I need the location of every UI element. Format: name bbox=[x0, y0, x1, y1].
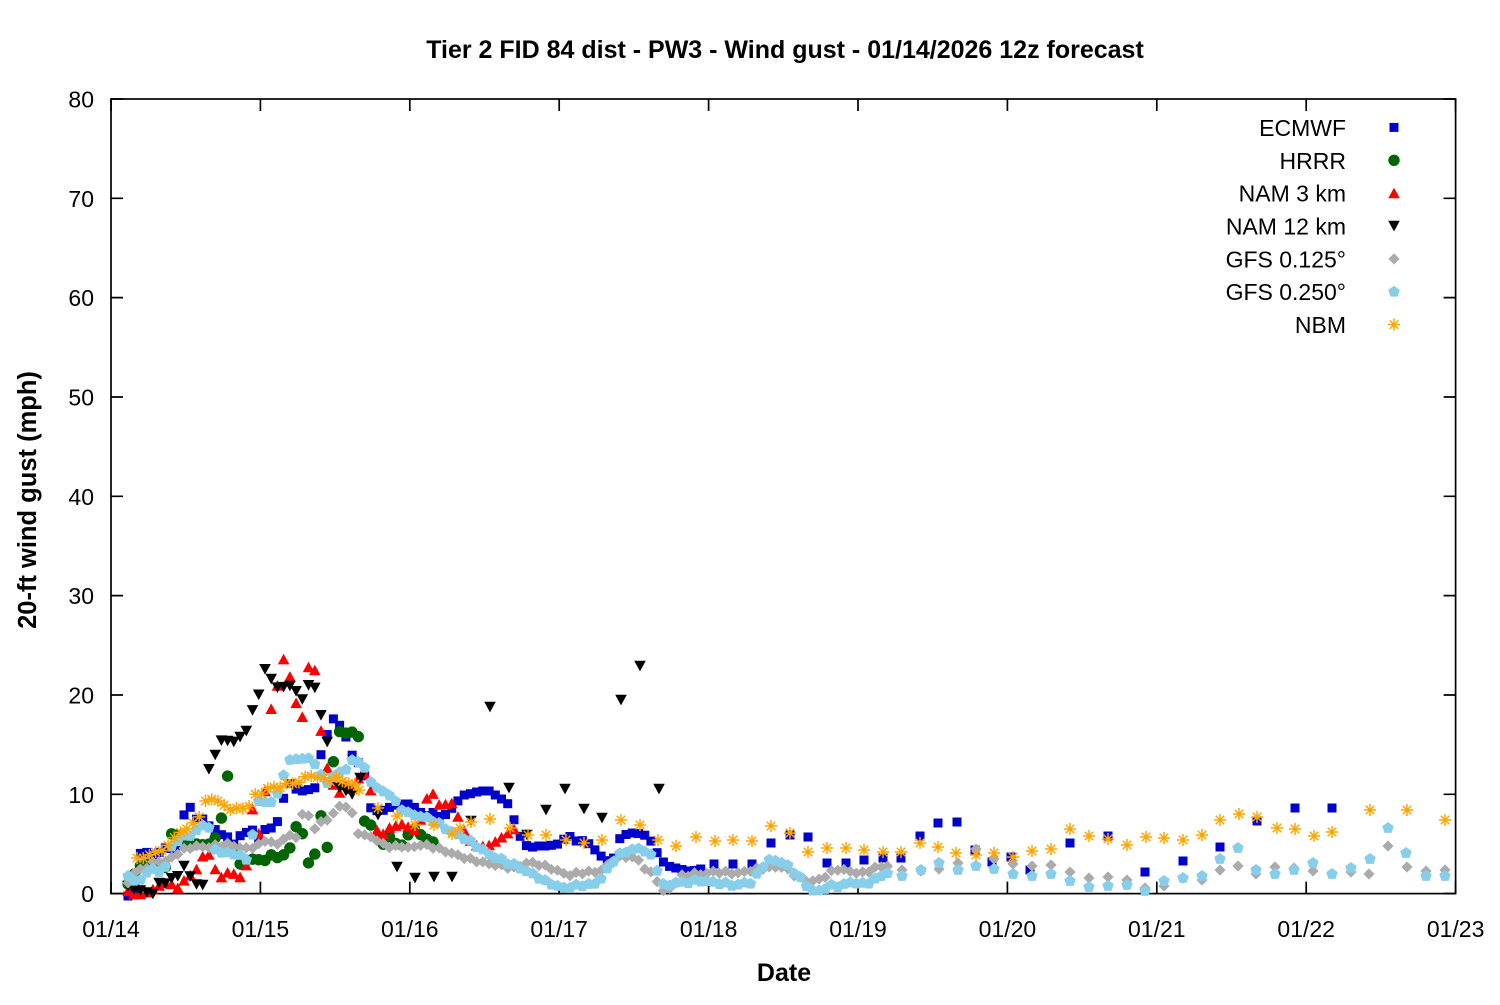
svg-text:50: 50 bbox=[68, 385, 94, 411]
svg-text:01/17: 01/17 bbox=[530, 916, 588, 942]
svg-text:0: 0 bbox=[81, 881, 94, 907]
svg-text:01/21: 01/21 bbox=[1128, 916, 1186, 942]
svg-text:01/15: 01/15 bbox=[232, 916, 290, 942]
svg-text:ECMWF: ECMWF bbox=[1259, 115, 1346, 141]
svg-text:01/20: 01/20 bbox=[979, 916, 1037, 942]
svg-text:01/23: 01/23 bbox=[1427, 916, 1485, 942]
svg-text:Tier 2 FID 84 dist - PW3 - Win: Tier 2 FID 84 dist - PW3 - Wind gust - 0… bbox=[426, 36, 1144, 64]
svg-text:40: 40 bbox=[68, 484, 94, 510]
svg-text:30: 30 bbox=[68, 583, 94, 609]
svg-text:80: 80 bbox=[68, 87, 94, 113]
svg-text:70: 70 bbox=[68, 186, 94, 212]
svg-text:HRRR: HRRR bbox=[1280, 148, 1346, 174]
svg-text:20-ft wind gust (mph): 20-ft wind gust (mph) bbox=[14, 371, 42, 629]
svg-text:Date: Date bbox=[757, 959, 811, 987]
svg-text:NAM 3 km: NAM 3 km bbox=[1239, 181, 1346, 207]
svg-text:01/14: 01/14 bbox=[82, 916, 140, 942]
svg-text:01/16: 01/16 bbox=[381, 916, 439, 942]
svg-text:NBM: NBM bbox=[1295, 312, 1346, 338]
svg-text:60: 60 bbox=[68, 285, 94, 311]
svg-text:GFS 0.250°: GFS 0.250° bbox=[1226, 279, 1346, 305]
svg-text:NAM 12 km: NAM 12 km bbox=[1226, 214, 1346, 240]
svg-text:10: 10 bbox=[68, 782, 94, 808]
svg-text:GFS 0.125°: GFS 0.125° bbox=[1226, 246, 1346, 272]
svg-text:01/22: 01/22 bbox=[1277, 916, 1335, 942]
svg-text:01/18: 01/18 bbox=[680, 916, 738, 942]
svg-text:20: 20 bbox=[68, 683, 94, 709]
svg-text:01/19: 01/19 bbox=[829, 916, 887, 942]
